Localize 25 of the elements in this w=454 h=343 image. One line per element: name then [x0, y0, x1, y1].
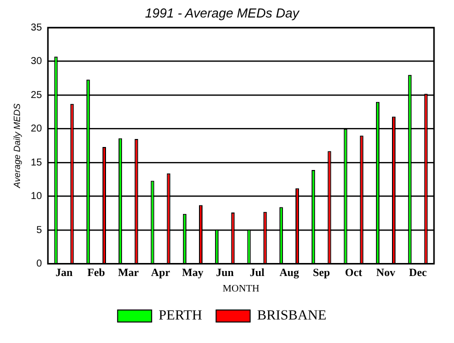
x-axis-title: MONTH: [222, 284, 260, 295]
y-tick-label: 10: [30, 191, 42, 202]
y-tick-label: 20: [30, 124, 42, 135]
x-tick-label: Aug: [279, 267, 300, 280]
chart-title: 1991 - Average MEDs Day: [145, 5, 300, 20]
x-tick-label: Apr: [151, 267, 170, 280]
x-tick-label: Mar: [118, 267, 139, 280]
y-axis-title: Average Daily MEDS: [12, 104, 22, 189]
x-tick-label: Oct: [345, 267, 362, 280]
y-tick-label: 15: [30, 157, 42, 168]
x-tick-label: Feb: [87, 267, 106, 280]
y-tick-label: 0: [36, 258, 42, 270]
x-tick-label: Jul: [250, 267, 264, 280]
x-tick-label: Dec: [409, 267, 427, 280]
y-tick-label: 30: [30, 56, 42, 68]
y-tick-label: 35: [30, 22, 42, 34]
y-tick-label: 5: [36, 224, 42, 236]
legend-label: BRISBANE: [257, 308, 326, 324]
y-tick-label: 25: [30, 90, 42, 101]
x-tick-label: May: [182, 267, 204, 280]
x-tick-label: Jun: [216, 267, 234, 280]
legend-label: PERTH: [158, 308, 202, 324]
x-tick-label: Jan: [55, 267, 73, 280]
x-tick-label: Sep: [312, 267, 330, 280]
x-tick-label: Nov: [376, 267, 396, 280]
